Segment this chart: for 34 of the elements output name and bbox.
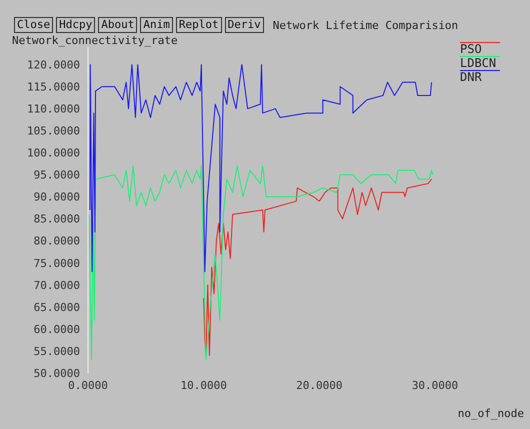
y-tick-label: 75.0000	[34, 256, 80, 270]
y-tick-label: 70.0000	[34, 278, 80, 292]
x-tick-label: 0.0000	[68, 378, 108, 392]
y-tick-label: 85.0000	[34, 212, 80, 226]
toolbar-button: Hdcpy	[56, 17, 96, 33]
legend-label: DNR	[460, 70, 500, 84]
x-tick-label: 10.0000	[180, 378, 227, 392]
toolbar-button: About	[98, 17, 138, 33]
y-tick-label: 110.0000	[27, 102, 80, 116]
chart-title: Network Lifetime Comparision	[272, 18, 458, 32]
legend-label: LDBCN	[460, 56, 500, 70]
y-tick-label: 100.0000	[27, 146, 80, 160]
toolbar-button: Anim	[140, 17, 173, 33]
toolbar-button: Deriv	[224, 17, 264, 33]
y-tick-label: 60.0000	[34, 322, 80, 336]
toolbar-button: Replot	[176, 17, 222, 33]
x-tick-label: 30.0000	[412, 378, 458, 392]
line-series	[88, 165, 434, 360]
y-tick-label: 55.0000	[34, 344, 80, 358]
y-tick-label: 50.0000	[34, 366, 80, 380]
toolbar-button: Close	[14, 17, 54, 33]
y-tick-label: 95.0000	[34, 168, 80, 182]
y-tick-label: 90.0000	[34, 190, 80, 204]
x-axis-title: no_of_node	[458, 407, 524, 420]
y-tick-label: 65.0000	[34, 300, 80, 314]
legend-label: PSO	[460, 42, 500, 56]
y-tick-label: 120.0000	[27, 58, 80, 72]
y-tick-label: 105.0000	[27, 124, 80, 138]
y-axis-title: Network_connectivity_rate	[12, 34, 178, 47]
line-series	[89, 64, 432, 272]
y-tick-label: 80.0000	[34, 234, 80, 248]
line-series	[203, 178, 432, 356]
y-tick-label: 115.0000	[27, 80, 80, 94]
x-tick-label: 20.0000	[296, 378, 343, 392]
